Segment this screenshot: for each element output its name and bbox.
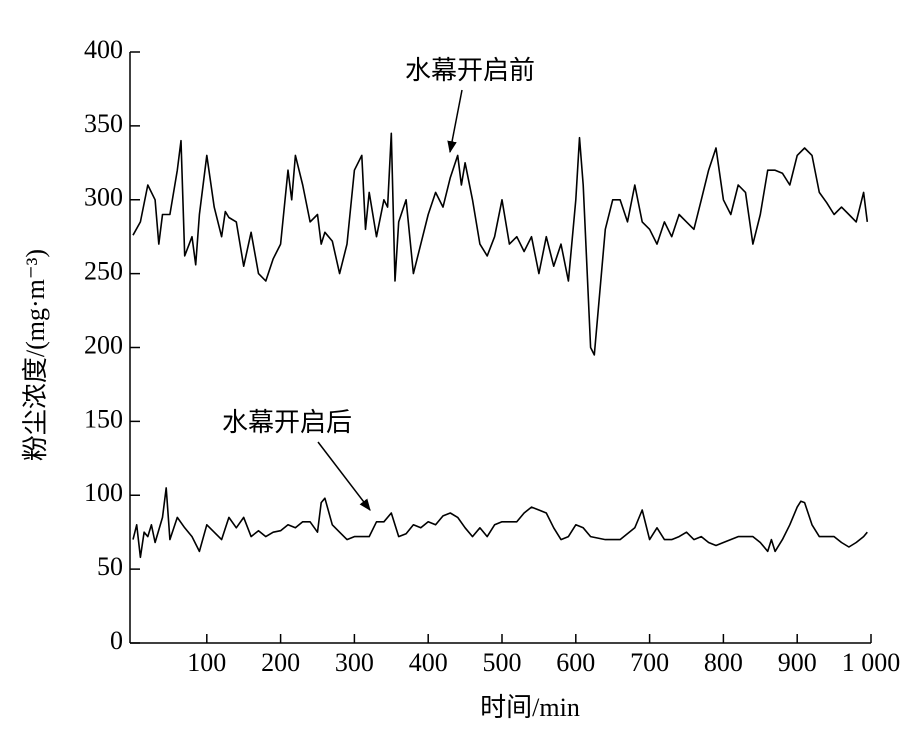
x-tick-label: 600 — [556, 648, 595, 677]
y-tick-label: 250 — [84, 257, 123, 286]
annotation-arrow — [317, 441, 371, 511]
x-tick-label: 300 — [335, 648, 374, 677]
x-tick-label: 900 — [778, 648, 817, 677]
series-line — [132, 132, 869, 356]
series-line — [132, 487, 868, 559]
y-tick-label: 300 — [84, 183, 123, 212]
x-tick-label: 400 — [409, 648, 448, 677]
y-tick-label: 0 — [110, 626, 123, 655]
x-axis-label: 时间/min — [480, 693, 580, 722]
x-tick-label: 1 000 — [842, 648, 901, 677]
x-tick-label: 100 — [187, 648, 226, 677]
y-tick-label: 400 — [84, 35, 123, 64]
y-tick-label: 150 — [84, 404, 123, 433]
x-tick-label: 500 — [483, 648, 522, 677]
y-tick-label: 200 — [84, 330, 123, 359]
x-tick-label: 700 — [630, 648, 669, 677]
annotation: 水幕开启前 — [405, 56, 535, 85]
y-tick-label: 350 — [84, 109, 123, 138]
y-tick-label: 100 — [84, 478, 123, 507]
x-tick-label: 200 — [261, 648, 300, 677]
annotation-arrow — [447, 89, 463, 154]
y-axis-label: 粉尘浓度/(mg·m⁻³) — [21, 249, 50, 461]
annotation: 水幕开启后 — [222, 408, 352, 437]
y-tick-label: 50 — [97, 552, 123, 581]
x-tick-label: 800 — [704, 648, 743, 677]
